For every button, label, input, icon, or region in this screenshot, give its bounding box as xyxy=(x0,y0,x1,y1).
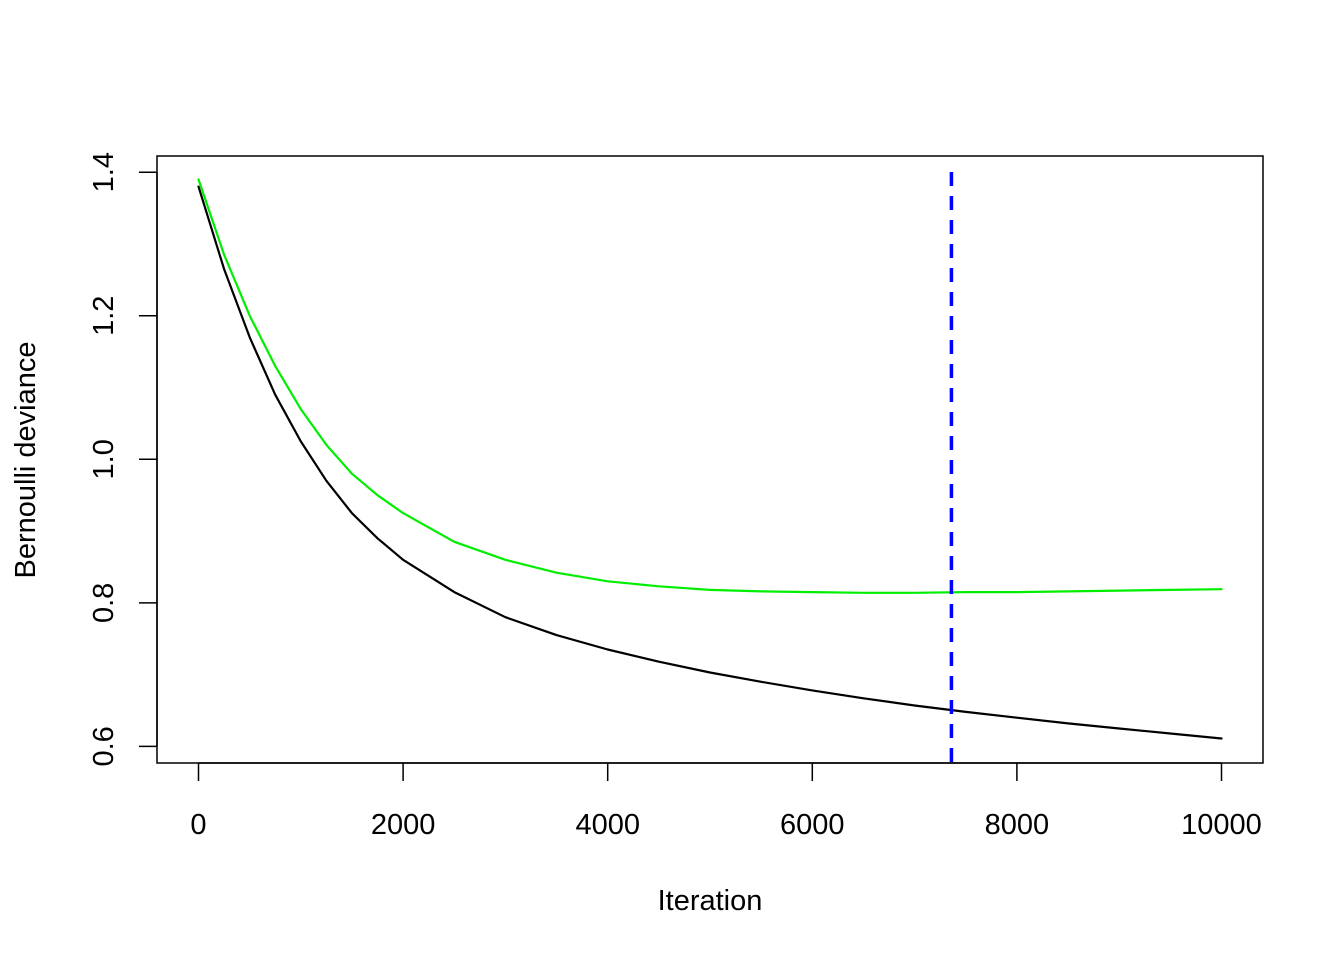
x-tick-label: 8000 xyxy=(985,809,1050,841)
x-tick-label: 10000 xyxy=(1181,809,1262,841)
x-tick-label: 4000 xyxy=(575,809,640,841)
series-line-0 xyxy=(197,185,1223,740)
y-tick-label: 0.6 xyxy=(88,726,120,766)
x-axis-title: Iteration xyxy=(658,885,763,917)
series-layer xyxy=(197,178,1223,740)
y-tick-label: 1.4 xyxy=(88,152,120,192)
x-tick-label: 6000 xyxy=(780,809,845,841)
y-tick-label: 1.2 xyxy=(88,296,120,336)
y-axis-ticks: 0.6 0.8 1.0 1.2 1.4 xyxy=(88,152,157,767)
y-axis-title: Bernoulli deviance xyxy=(10,342,42,579)
x-axis-ticks: 0 2000 4000 6000 8000 10000 xyxy=(190,763,1262,841)
y-tick-label: 0.8 xyxy=(88,583,120,623)
x-tick-label: 2000 xyxy=(371,809,436,841)
y-tick-label: 1.0 xyxy=(88,439,120,479)
x-tick-label: 0 xyxy=(190,809,206,841)
series-line-1 xyxy=(197,178,1223,594)
